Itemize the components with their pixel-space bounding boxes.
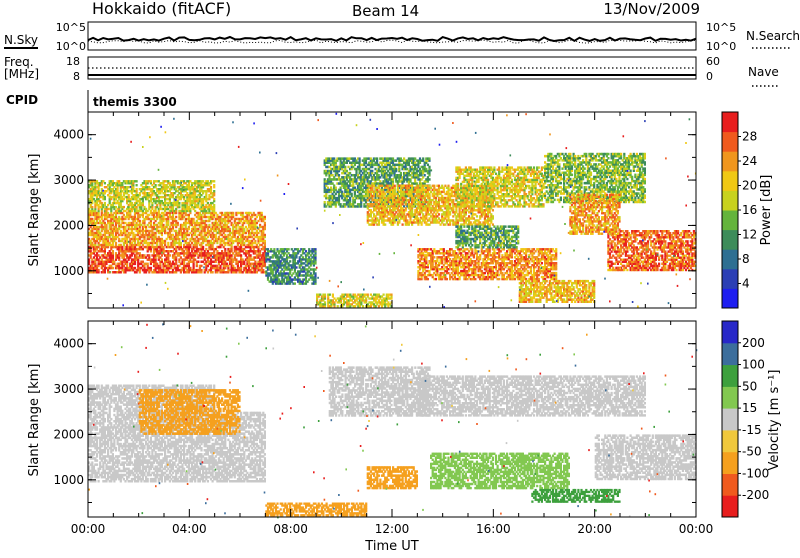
nave-label: Nave (748, 65, 779, 79)
heatmap-cell (150, 267, 152, 270)
heatmap-cell (177, 222, 179, 224)
noise-left-tick-top: 10^5 (56, 21, 86, 34)
beam-label: Beam 14 (352, 2, 419, 20)
freq-right-tick-bottom: 0 (706, 70, 713, 83)
freq-label-2: [MHz] (4, 67, 39, 81)
heatmap-cell (212, 271, 214, 274)
heatmap-cell (148, 254, 150, 257)
heatmap-cell (178, 238, 180, 240)
heatmap-cell (147, 263, 149, 266)
freq-right-tick-top: 60 (706, 55, 720, 68)
heatmap-cell (169, 254, 171, 257)
heatmap-cell (193, 218, 195, 220)
heatmap-cell (250, 254, 252, 257)
heatmap-cell (240, 254, 242, 257)
heatmap-cell (112, 250, 114, 253)
noise-sky-line (88, 37, 696, 41)
heatmap-cell (186, 238, 188, 240)
freq-panel: Freq. [MHz] 18 8 60 0 Nave (4, 55, 780, 86)
noise-left-tick-bottom: 10^0 (56, 40, 86, 53)
heatmap-cell (167, 242, 169, 244)
noise-right-label: N.Search (746, 29, 800, 43)
heatmap-cell (115, 242, 117, 244)
heatmap-cell (120, 244, 122, 246)
heatmap-cell (200, 265, 202, 268)
cpid-label: CPID (6, 93, 38, 107)
heatmap-cell (224, 248, 226, 251)
heatmap-cell (197, 261, 199, 264)
cpid-program: themis 3300 (93, 95, 177, 109)
heatmap-cell (180, 242, 182, 244)
freq-left-tick-bottom: 8 (73, 70, 80, 83)
heatmap-cell (139, 220, 141, 222)
noise-right-tick-bottom: 10^0 (706, 40, 736, 53)
cpid-panel: CPID themis 3300 (6, 90, 177, 112)
date-label: 13/Nov/2009 (603, 0, 700, 18)
noise-right-tick-top: 10^5 (706, 21, 736, 34)
heatmap-cell (200, 269, 202, 272)
radar-plot: Hokkaido (fitACF) Beam 14 13/Nov/2009 N.… (0, 0, 800, 554)
heatmap-cell (98, 269, 100, 272)
noise-panel: N.Sky 10^5 10^0 10^5 10^0 N.Search (4, 21, 800, 53)
heatmap-cell (161, 258, 163, 261)
radar-plot-svg: Hokkaido (fitACF) Beam 14 13/Nov/2009 N.… (0, 0, 800, 554)
station-title: Hokkaido (fitACF) (92, 0, 231, 18)
noise-left-label: N.Sky (4, 33, 38, 47)
freq-left-tick-top: 18 (66, 55, 80, 68)
heatmap-cell (112, 267, 114, 270)
heatmap-cell (175, 216, 177, 218)
